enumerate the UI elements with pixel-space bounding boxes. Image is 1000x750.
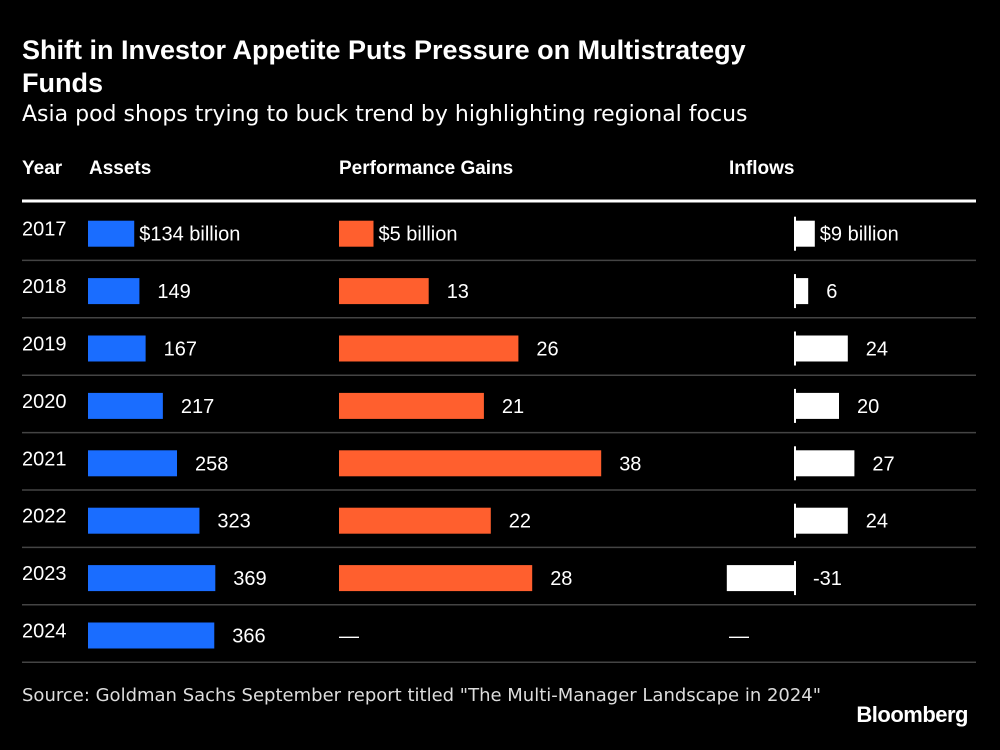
inflows-bar bbox=[726, 565, 795, 592]
inflows-bar bbox=[795, 507, 848, 534]
inflows-bar bbox=[795, 220, 815, 247]
performance-value-label: — bbox=[339, 626, 359, 648]
performance-bar bbox=[339, 278, 429, 305]
inflows-value-label: — bbox=[729, 626, 749, 648]
year-label: 2017 bbox=[22, 219, 67, 241]
assets-bar bbox=[88, 507, 200, 534]
performance-bar bbox=[339, 220, 374, 247]
performance-bar bbox=[339, 565, 533, 592]
assets-value-label: 149 bbox=[157, 281, 190, 303]
performance-value-label: 38 bbox=[619, 453, 641, 475]
year-label: 2021 bbox=[22, 448, 67, 470]
performance-bar bbox=[339, 450, 602, 477]
year-label: 2018 bbox=[22, 276, 67, 298]
assets-bar bbox=[88, 565, 216, 592]
inflows-bar bbox=[795, 450, 855, 477]
chart-subtitle: Asia pod shops trying to buck trend by h… bbox=[22, 102, 748, 127]
header-year: Year bbox=[22, 158, 63, 179]
year-label: 2020 bbox=[22, 391, 67, 413]
assets-bar bbox=[88, 335, 146, 362]
inflows-bar bbox=[795, 335, 848, 362]
assets-bar bbox=[88, 450, 178, 477]
header-inflows: Inflows bbox=[729, 158, 795, 179]
assets-bar bbox=[88, 392, 163, 419]
inflows-bar bbox=[795, 392, 839, 419]
inflows-value-label: 27 bbox=[872, 453, 894, 475]
performance-value-label: 22 bbox=[509, 511, 531, 533]
header-performance: Performance Gains bbox=[339, 158, 514, 179]
assets-value-label: 369 bbox=[233, 568, 266, 590]
performance-bar bbox=[339, 335, 519, 362]
inflows-bar bbox=[795, 278, 809, 305]
bloomberg-logo: Bloomberg bbox=[856, 702, 968, 727]
performance-bar bbox=[339, 507, 491, 534]
performance-value-label: 13 bbox=[447, 281, 469, 303]
inflows-value-label: $9 billion bbox=[820, 224, 899, 246]
inflows-value-label: 6 bbox=[826, 281, 837, 303]
performance-value-label: $5 billion bbox=[379, 224, 458, 246]
performance-value-label: 21 bbox=[502, 396, 524, 418]
inflows-value-label: 24 bbox=[866, 511, 888, 533]
inflows-value-label: -31 bbox=[813, 568, 842, 590]
year-label: 2023 bbox=[22, 563, 67, 585]
assets-value-label: 258 bbox=[195, 453, 228, 475]
assets-value-label: 167 bbox=[164, 339, 197, 361]
chart-title: Shift in Investor Appetite Puts Pressure… bbox=[22, 35, 746, 98]
assets-value-label: 323 bbox=[217, 511, 250, 533]
performance-value-label: 26 bbox=[536, 339, 558, 361]
inflows-value-label: 20 bbox=[857, 396, 879, 418]
performance-bar bbox=[339, 392, 484, 419]
inflows-value-label: 24 bbox=[866, 339, 888, 361]
source-note: Source: Goldman Sachs September report t… bbox=[22, 685, 822, 706]
assets-bar bbox=[88, 220, 135, 247]
assets-value-label: $134 billion bbox=[139, 224, 240, 246]
assets-bar bbox=[88, 622, 215, 649]
performance-value-label: 28 bbox=[550, 568, 572, 590]
assets-bar bbox=[88, 278, 140, 305]
year-label: 2024 bbox=[22, 621, 67, 643]
assets-value-label: 366 bbox=[232, 626, 265, 648]
year-label: 2022 bbox=[22, 506, 67, 528]
assets-value-label: 217 bbox=[181, 396, 214, 418]
year-label: 2019 bbox=[22, 334, 67, 356]
header-assets: Assets bbox=[89, 158, 152, 179]
